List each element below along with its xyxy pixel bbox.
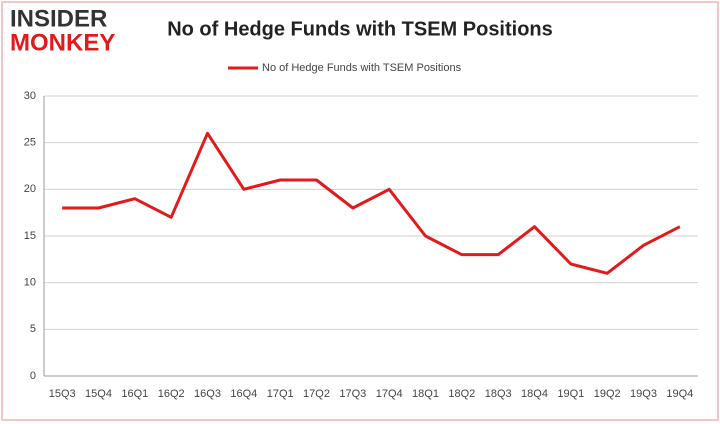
y-tick-label: 10	[24, 277, 36, 289]
x-tick-label: 16Q3	[194, 388, 221, 400]
x-tick-label: 18Q2	[448, 388, 475, 400]
y-tick-label: 5	[30, 323, 36, 335]
x-tick-label: 19Q3	[630, 388, 657, 400]
x-tick-label: 16Q2	[158, 388, 185, 400]
x-tick-label: 19Q4	[666, 388, 693, 400]
x-tick-label: 17Q2	[303, 388, 330, 400]
y-tick-label: 15	[24, 230, 36, 242]
x-tick-label: 15Q3	[49, 388, 76, 400]
x-tick-label: 17Q3	[339, 388, 366, 400]
x-tick-label: 17Q4	[376, 388, 403, 400]
legend-label: No of Hedge Funds with TSEM Positions	[262, 62, 462, 74]
y-tick-label: 0	[30, 370, 36, 382]
logo-bottom: MONKEY	[10, 29, 115, 56]
y-tick-label: 30	[24, 90, 36, 102]
y-tick-label: 20	[24, 183, 36, 195]
x-tick-label: 18Q3	[485, 388, 512, 400]
x-tick-label: 19Q1	[557, 388, 584, 400]
x-tick-label: 16Q4	[230, 388, 257, 400]
x-tick-label: 16Q1	[121, 388, 148, 400]
x-tick-label: 18Q4	[521, 388, 548, 400]
y-tick-label: 25	[24, 137, 36, 149]
x-tick-label: 18Q1	[412, 388, 439, 400]
logo-top: INSIDER	[10, 5, 107, 32]
x-tick-label: 19Q2	[594, 388, 621, 400]
x-tick-label: 15Q4	[85, 388, 112, 400]
chart-title: No of Hedge Funds with TSEM Positions	[167, 18, 553, 40]
x-tick-label: 17Q1	[267, 388, 294, 400]
series-line	[62, 131, 681, 275]
